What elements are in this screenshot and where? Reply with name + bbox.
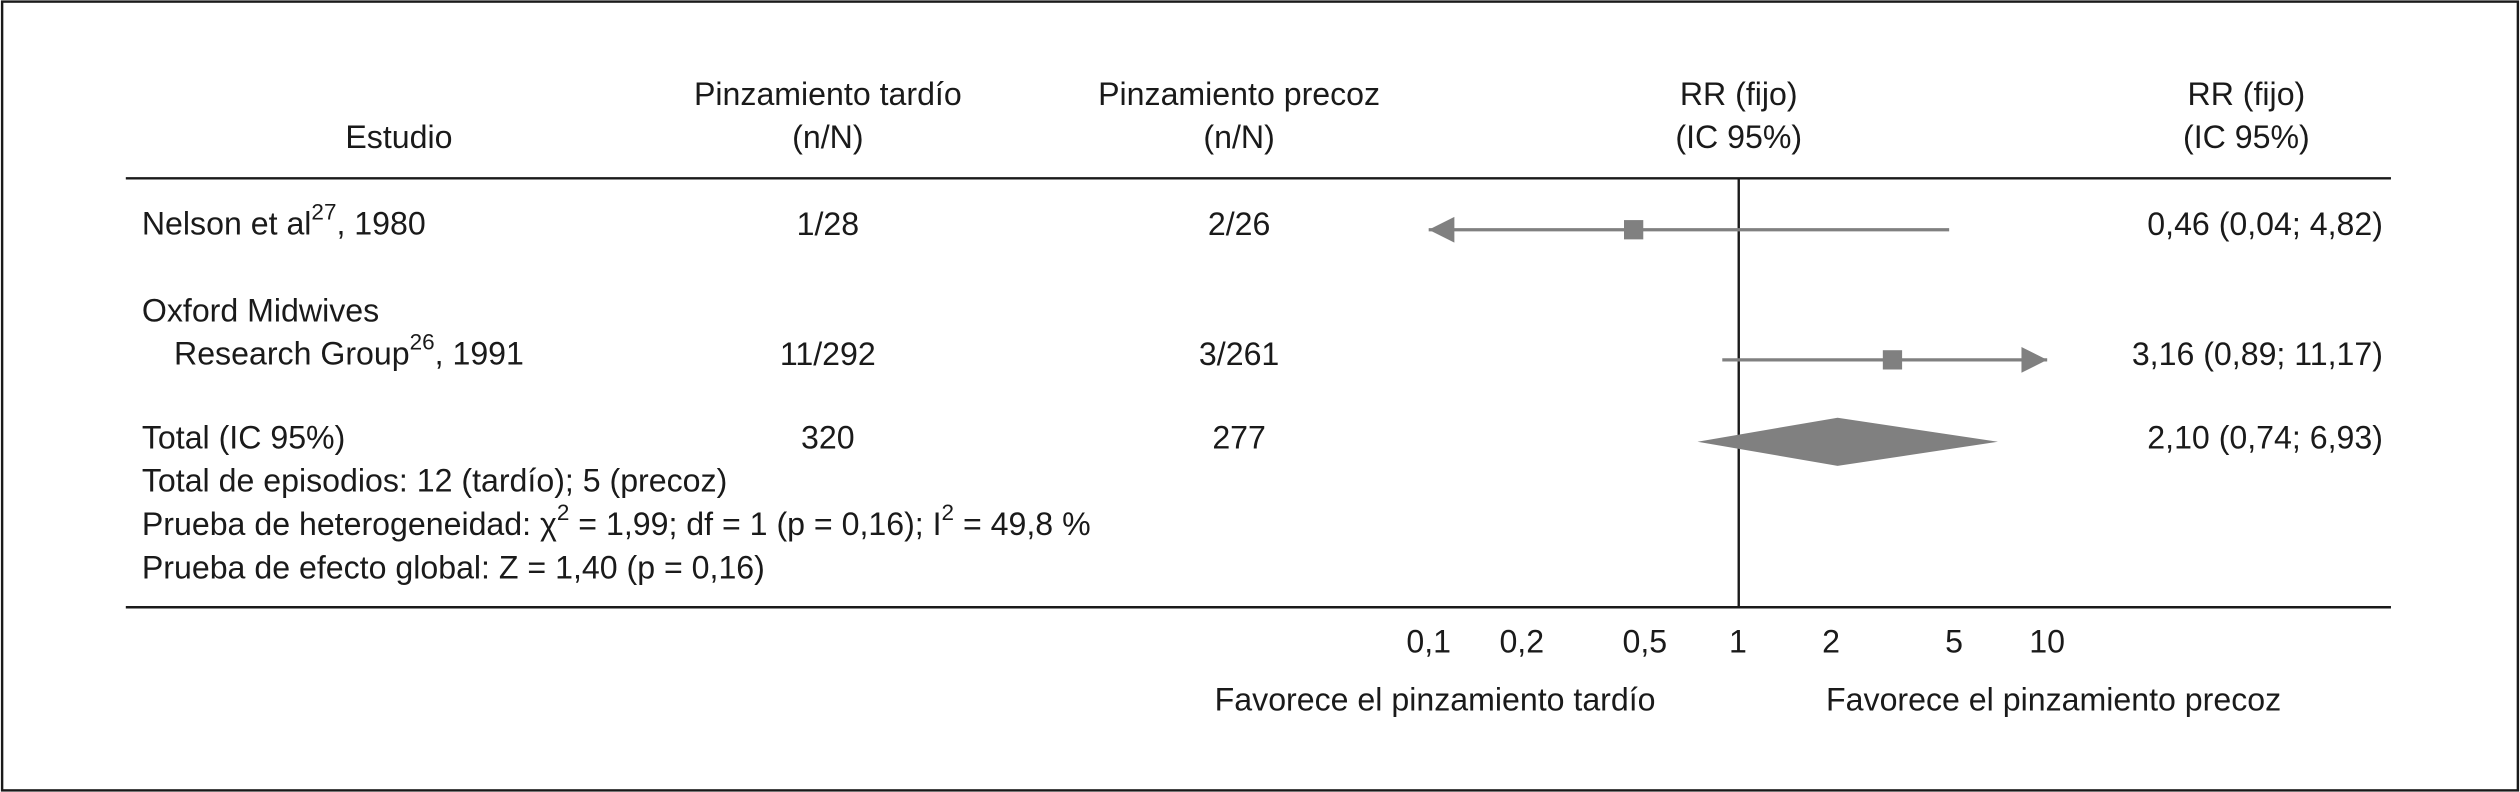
study-name: Nelson et al27, 1980	[142, 200, 426, 242]
pooled-diamond	[1697, 417, 1998, 466]
superscript: 2	[557, 500, 570, 525]
ci-arrow	[2021, 347, 2048, 373]
rr-label: 0,46 (0,04; 4,82)	[2147, 206, 2383, 242]
text-part: Oxford Midwives	[142, 293, 379, 329]
rr-point	[1624, 220, 1644, 240]
x-tick-label: 0,1	[1406, 624, 1451, 660]
x-tick-label: 2	[1822, 624, 1840, 660]
x-tick-label: 0,5	[1623, 624, 1668, 660]
x-tick-label: 5	[1945, 624, 1963, 660]
total-name: Total (IC 95%)	[142, 420, 345, 456]
x-tick-label: 10	[2029, 624, 2065, 660]
text-part: Prueba de heterogeneidad: χ	[142, 506, 557, 542]
superscript: 27	[311, 200, 336, 225]
superscript: 2	[942, 500, 955, 525]
header-rr: RR (fijo)	[2188, 76, 2306, 112]
header-early: Pinzamiento precoz	[1098, 76, 1380, 112]
text-part: = 1,99; df = 1 (p = 0,16); I	[569, 506, 941, 542]
footnote: Prueba de heterogeneidad: χ2 = 1,99; df …	[142, 500, 1091, 542]
text-part: , 1980	[336, 206, 425, 242]
header-plot: RR (fijo)	[1680, 76, 1798, 112]
x-tick-label: 0,2	[1499, 624, 1544, 660]
text-part: , 1991	[435, 336, 524, 372]
superscript: 26	[410, 330, 435, 355]
x-label-left: Favorece el pinzamiento tardío	[1215, 682, 1656, 718]
header-early: (n/N)	[1203, 119, 1274, 155]
study-name: Research Group26, 1991	[174, 330, 524, 372]
study-name: Oxford Midwives	[142, 293, 379, 329]
text-part: Nelson et al	[142, 206, 312, 242]
early-count: 2/26	[1208, 206, 1271, 242]
text-part: Total de episodios: 12 (tardío); 5 (prec…	[142, 463, 727, 499]
footnote: Total de episodios: 12 (tardío); 5 (prec…	[142, 463, 727, 499]
x-label-right: Favorece el pinzamiento precoz	[1826, 682, 2281, 718]
ci-arrow	[1428, 216, 1455, 243]
header-study: Estudio	[345, 119, 452, 155]
rr-label: 3,16 (0,89; 11,17)	[2132, 336, 2383, 372]
header-plot: (IC 95%)	[1675, 119, 1802, 155]
footnote: Prueba de efecto global: Z = 1,40 (p = 0…	[142, 550, 765, 586]
rr-point	[1882, 350, 1903, 370]
header-late: Pinzamiento tardío	[694, 76, 962, 112]
rr-label: 2,10 (0,74; 6,93)	[2147, 420, 2383, 456]
text-part: Prueba de efecto global: Z = 1,40 (p = 0…	[142, 550, 765, 586]
header-rr: (IC 95%)	[2183, 119, 2310, 155]
header-late: (n/N)	[792, 119, 863, 155]
early-count: 3/261	[1199, 336, 1279, 372]
x-tick-label: 1	[1729, 624, 1747, 660]
text-part: = 49,8 %	[954, 506, 1091, 542]
late-count: 11/292	[780, 336, 876, 372]
text-part: Research Group	[174, 336, 410, 372]
late-count: 1/28	[797, 206, 860, 242]
late-total: 320	[801, 420, 855, 456]
early-total: 277	[1212, 420, 1266, 456]
